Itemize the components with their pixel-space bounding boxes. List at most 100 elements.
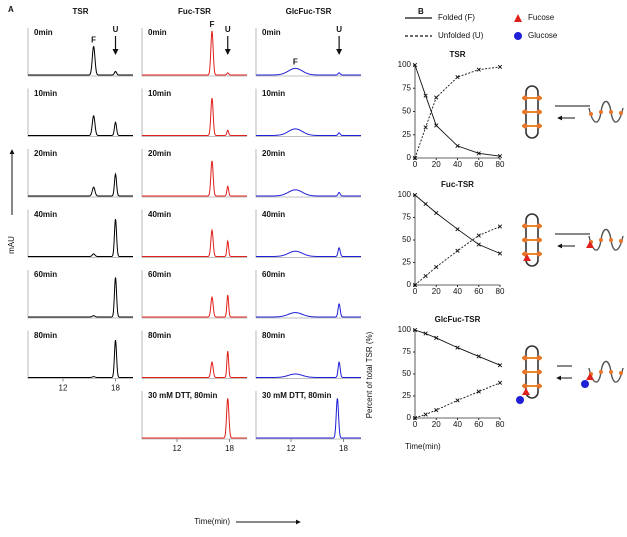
- cell-label: 20min: [34, 149, 58, 158]
- data-point: [455, 248, 460, 253]
- column-title: Fuc-TSR: [178, 7, 211, 16]
- cell-label-box: 60min: [148, 270, 171, 279]
- cell-label-box: 30 mM DTT, 80min: [148, 391, 217, 400]
- x-tick-label: 40: [453, 287, 462, 296]
- y-tick-label: 100: [398, 60, 412, 69]
- cell-label-box: 40min: [34, 209, 58, 219]
- y-tick-label: 0: [407, 153, 412, 162]
- data-point: [497, 224, 503, 229]
- series-line: [414, 329, 501, 366]
- cell-frame: [255, 391, 361, 440]
- x-axis-label: Time(min): [194, 517, 230, 526]
- data-point: [476, 242, 481, 247]
- equilibrium-arrow: [557, 365, 572, 378]
- data-point: [412, 155, 418, 161]
- chromatogram: [256, 189, 361, 197]
- x-tick-label: 40: [453, 160, 462, 169]
- cell-label-box: 80min: [148, 331, 171, 340]
- x-tick-label: 80: [496, 287, 505, 296]
- chromatogram: [256, 303, 361, 318]
- chart-title: TSR: [450, 50, 466, 59]
- y-tick-label: 25: [402, 391, 411, 400]
- chromatogram: [256, 361, 361, 378]
- x-tick-label: 60: [474, 287, 483, 296]
- data-point: [476, 389, 481, 394]
- cell-frame: [141, 209, 247, 258]
- cell-frame: [255, 88, 361, 137]
- data-point: [434, 407, 439, 413]
- series-line: [414, 226, 501, 286]
- y-tick-label: 75: [402, 347, 411, 356]
- y-tick-label: 100: [398, 325, 412, 334]
- cell-label-box: 80min: [34, 331, 57, 340]
- cell-label-box: 0min: [34, 28, 53, 37]
- glucose-icon: [516, 396, 524, 404]
- x-tick-label: 40: [453, 420, 462, 429]
- data-point: [412, 415, 418, 421]
- legend-icon: [514, 14, 522, 22]
- cell-label: 10min: [34, 88, 58, 98]
- cell-frame: [141, 88, 247, 137]
- data-point: [497, 380, 503, 385]
- data-point: [476, 233, 481, 238]
- cell-frame: [27, 28, 133, 77]
- unfolded-schematic: [588, 360, 624, 383]
- data-point: [412, 192, 418, 198]
- cell-label-box: 60min: [34, 270, 58, 279]
- chromatogram: [142, 398, 247, 439]
- peak-label: U: [225, 25, 231, 34]
- cell-frame: [141, 270, 247, 319]
- cell-label: 40min: [34, 209, 58, 219]
- x-tick-label: 20: [432, 420, 441, 429]
- chart-title: Fuc-TSR: [441, 180, 474, 189]
- y-tick-label: 50: [402, 235, 411, 244]
- x-tick-label: 0: [413, 160, 418, 169]
- cell-frame: [255, 209, 361, 258]
- series-line: [414, 64, 501, 157]
- chromatogram: [28, 115, 133, 136]
- fucose-icon: [586, 241, 594, 248]
- chromatogram: [28, 172, 133, 197]
- data-point: [423, 93, 428, 98]
- chromatogram: [142, 98, 247, 136]
- y-tick-label: 0: [407, 413, 412, 422]
- data-point: [423, 412, 428, 417]
- folded-schematic: [521, 85, 543, 139]
- fucose-icon: [586, 373, 594, 380]
- panel-label: B: [418, 7, 424, 16]
- cell-label-box: 20min: [34, 149, 58, 158]
- data-point: [434, 95, 439, 100]
- chromatogram: [28, 277, 133, 318]
- unfolded-schematic: [588, 228, 624, 251]
- chromatogram: [256, 398, 361, 439]
- cell-frame: [255, 149, 361, 198]
- y-tick-label: 25: [402, 258, 411, 267]
- cell-frame: [141, 149, 247, 198]
- chromatogram: [256, 247, 361, 257]
- x-tick-label: 12: [287, 444, 296, 453]
- y-axis-label: Percent of total TSR (%): [365, 331, 374, 418]
- x-tick-label: 60: [474, 160, 483, 169]
- x-tick-label: 0: [413, 287, 418, 296]
- cell-frame: [141, 28, 247, 77]
- equilibrium-arrow: [555, 233, 590, 246]
- peak-label: U: [336, 25, 342, 34]
- data-point: [423, 273, 428, 279]
- axis: [414, 330, 500, 419]
- peak-label: F: [91, 36, 96, 45]
- chromatogram: [28, 340, 133, 378]
- axis: [414, 195, 500, 286]
- cell-label: 60min: [34, 270, 58, 279]
- cell-frame: [27, 209, 133, 258]
- data-point: [497, 251, 503, 256]
- legend-label: Fucose: [528, 13, 555, 22]
- data-point: [412, 282, 418, 288]
- data-point: [476, 67, 481, 72]
- chart-title: GlcFuc-TSR: [435, 315, 481, 324]
- legend-icon: [514, 32, 522, 40]
- legend-label: Unfolded (U): [438, 31, 484, 40]
- data-point: [455, 345, 460, 350]
- series-line: [414, 66, 501, 159]
- data-point: [497, 363, 503, 368]
